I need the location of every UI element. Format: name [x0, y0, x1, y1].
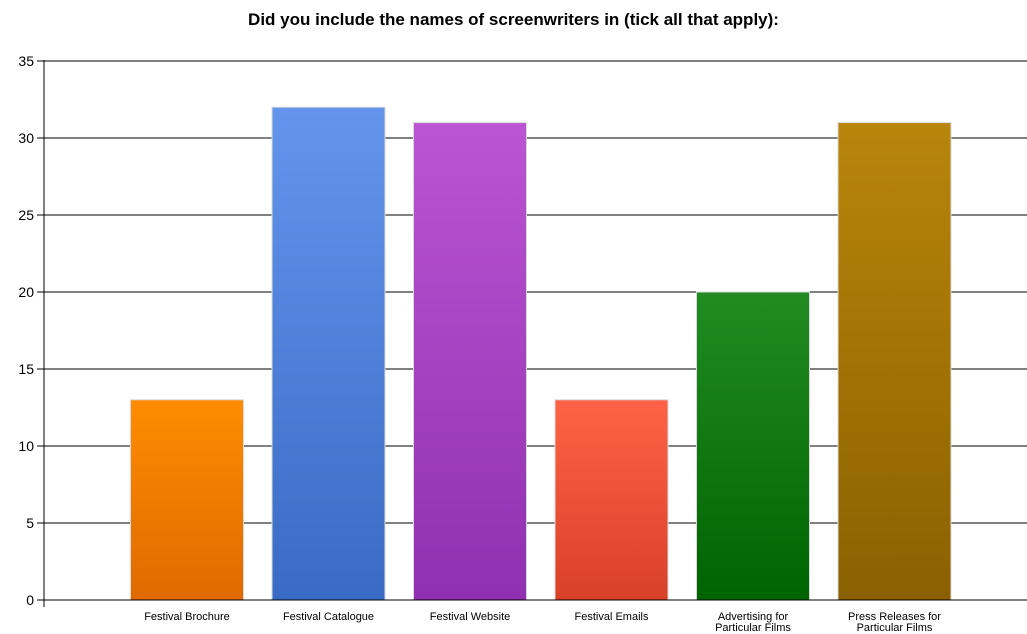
- chart-title: Did you include the names of screenwrite…: [248, 10, 779, 29]
- axes: [37, 60, 1027, 607]
- x-tick-label: Festival Emails: [575, 611, 649, 623]
- y-tick-label: 5: [26, 515, 34, 531]
- y-tick-label: 25: [18, 207, 34, 223]
- y-tick-label: 15: [18, 361, 34, 377]
- x-tick-label: Particular Films: [715, 622, 791, 634]
- y-tick-label: 30: [18, 130, 34, 146]
- x-tick-label: Festival Brochure: [144, 611, 230, 623]
- labels: 0 5 10 15 20 25 30 35 Festival Brochure Festival …: [18, 53, 941, 634]
- bar: [130, 399, 244, 601]
- x-tick-label: Particular Films: [857, 622, 933, 634]
- bar: [271, 106, 386, 601]
- bar: [837, 122, 952, 601]
- bar: [554, 399, 669, 601]
- y-tick-label: 35: [18, 53, 34, 69]
- y-tick-label: 10: [18, 438, 34, 454]
- bar: [413, 122, 527, 601]
- x-tick-label: Advertising for: [718, 611, 789, 623]
- x-tick-label: Festival Catalogue: [283, 611, 374, 623]
- y-tick-label: 20: [18, 284, 34, 300]
- bar: [696, 291, 810, 601]
- y-tick-label: 0: [26, 592, 34, 608]
- x-tick-label: Festival Website: [430, 611, 511, 623]
- x-tick-label: Press Releases for: [848, 611, 941, 623]
- bars: [130, 106, 952, 601]
